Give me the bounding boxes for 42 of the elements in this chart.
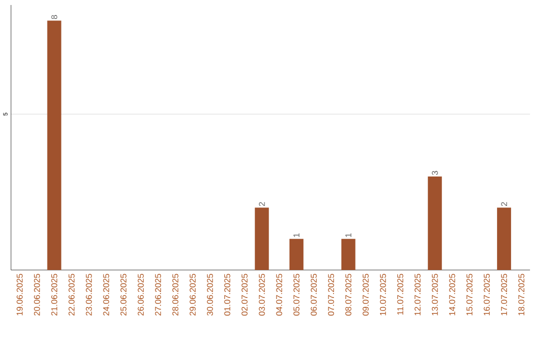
data-label: 1 — [294, 233, 300, 237]
x-tick-label: 28.06.2025 — [172, 274, 178, 316]
x-tick-label: 12.07.2025 — [414, 274, 421, 316]
x-tick-label: 08.07.2025 — [345, 274, 352, 316]
x-tick-label: 26.06.2025 — [138, 274, 144, 316]
x-tick-label: 07.07.2025 — [328, 274, 334, 316]
bar — [341, 238, 356, 270]
bar — [497, 208, 512, 270]
x-tick-label: 29.06.2025 — [190, 274, 196, 316]
x-tick-label: 20.06.2025 — [34, 274, 40, 316]
x-tick-label: 15.07.2025 — [466, 274, 472, 316]
x-tick-label: 03.07.2025 — [258, 274, 265, 316]
data-label: 1 — [345, 233, 352, 237]
x-tick-label: 09.07.2025 — [362, 274, 369, 316]
data-label: 2 — [501, 202, 508, 206]
x-tick-label: 10.07.2025 — [380, 274, 386, 316]
x-tick-label: 19.06.2025 — [16, 274, 23, 316]
x-tick-label: 05.07.2025 — [293, 274, 300, 316]
x-tick-label: 30.06.2025 — [206, 274, 213, 316]
x-tick-label: 23.06.2025 — [86, 274, 92, 316]
x-tick-label: 01.07.2025 — [224, 274, 230, 316]
x-tick-label: 02.07.2025 — [242, 274, 248, 316]
x-tick-label: 27.06.2025 — [155, 274, 162, 316]
x-tick-label: 25.06.2025 — [120, 274, 126, 316]
x-tick-label: 13.07.2025 — [432, 274, 438, 316]
bar — [254, 208, 269, 270]
bar — [47, 20, 62, 270]
x-tick-label: 06.07.2025 — [310, 274, 317, 316]
x-tick-label: 18.07.2025 — [518, 274, 524, 316]
x-tick-label: 14.07.2025 — [449, 274, 456, 316]
x-tick-label: 11.07.2025 — [397, 274, 404, 315]
x-tick-label: 22.06.2025 — [68, 274, 75, 316]
data-label: 3 — [432, 170, 438, 175]
x-tick-label: 21.06.2025 — [51, 274, 58, 316]
bar — [289, 238, 304, 270]
data-label: 8 — [51, 15, 58, 20]
x-tick-label: 17.07.2025 — [501, 274, 508, 316]
x-tick-label: 24.06.2025 — [103, 274, 110, 316]
data-label: 2 — [258, 202, 265, 206]
bar — [428, 176, 442, 270]
x-tick-label: 16.07.2025 — [484, 274, 490, 316]
x-tick-label: 04.07.2025 — [276, 274, 282, 316]
